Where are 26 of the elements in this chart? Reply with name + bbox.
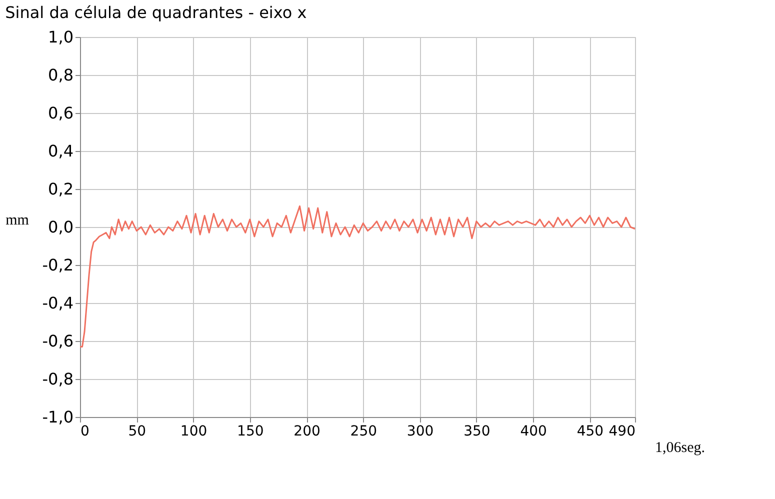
x-tick-label: 50 bbox=[128, 424, 146, 440]
x-tick-label: 400 bbox=[520, 424, 547, 440]
y-axis-title: mm bbox=[6, 212, 30, 228]
y-tick-label: -0,4 bbox=[42, 294, 74, 312]
x-tick-label: 200 bbox=[294, 424, 320, 440]
chart-title: Sinal da célula de quadrantes - eixo x bbox=[5, 3, 307, 22]
y-tick-label: 0,2 bbox=[48, 180, 74, 198]
y-tick-label: 0,0 bbox=[48, 218, 74, 236]
x-tick-label: 100 bbox=[180, 424, 208, 440]
y-tick-label: -0,8 bbox=[42, 370, 74, 388]
y-tick-label: -0,6 bbox=[42, 332, 74, 350]
text: 1,06seg. bbox=[655, 440, 705, 456]
x-tick-label: 150 bbox=[237, 424, 264, 440]
x-tick-label: 250 bbox=[350, 424, 378, 440]
x-tick-label: 350 bbox=[464, 424, 490, 440]
line-series bbox=[79, 205, 636, 348]
y-tick-label: 0,6 bbox=[48, 104, 74, 122]
x-tick-label: 0 bbox=[80, 424, 90, 440]
x-tick-label: 450 bbox=[576, 424, 604, 440]
y-tick-label: 0,8 bbox=[48, 66, 74, 84]
y-tick-label: 1,0 bbox=[48, 28, 74, 46]
x-tick-label: 300 bbox=[406, 424, 434, 440]
y-tick-label: -0,2 bbox=[42, 256, 74, 274]
x-tick-label: 490 bbox=[608, 424, 636, 440]
y-tick-label: -1,0 bbox=[42, 408, 74, 426]
y-tick-label: 0,4 bbox=[48, 142, 74, 160]
